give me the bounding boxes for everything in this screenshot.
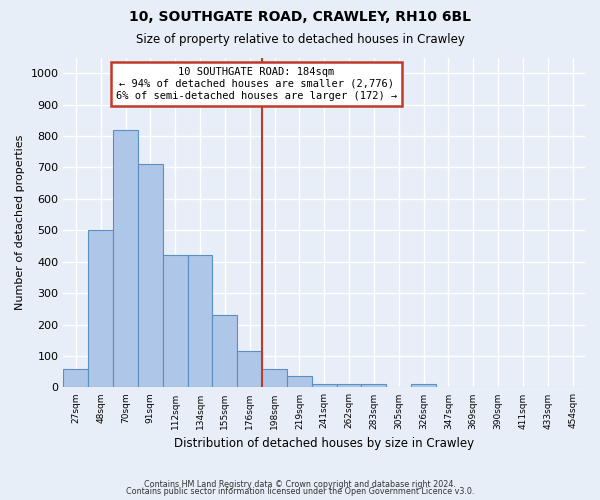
Bar bbox=[312, 384, 337, 388]
Bar bbox=[138, 164, 163, 388]
Bar bbox=[113, 130, 138, 388]
Y-axis label: Number of detached properties: Number of detached properties bbox=[15, 135, 25, 310]
Bar bbox=[411, 384, 436, 388]
Bar bbox=[188, 256, 212, 388]
Bar bbox=[88, 230, 113, 388]
Bar bbox=[287, 376, 312, 388]
X-axis label: Distribution of detached houses by size in Crawley: Distribution of detached houses by size … bbox=[174, 437, 474, 450]
Bar bbox=[64, 368, 88, 388]
Text: Contains HM Land Registry data © Crown copyright and database right 2024.: Contains HM Land Registry data © Crown c… bbox=[144, 480, 456, 489]
Bar bbox=[361, 384, 386, 388]
Text: Size of property relative to detached houses in Crawley: Size of property relative to detached ho… bbox=[136, 32, 464, 46]
Bar bbox=[212, 315, 237, 388]
Bar bbox=[163, 256, 188, 388]
Bar bbox=[337, 384, 361, 388]
Bar bbox=[262, 368, 287, 388]
Bar bbox=[237, 352, 262, 388]
Text: 10 SOUTHGATE ROAD: 184sqm
← 94% of detached houses are smaller (2,776)
6% of sem: 10 SOUTHGATE ROAD: 184sqm ← 94% of detac… bbox=[116, 68, 397, 100]
Text: Contains public sector information licensed under the Open Government Licence v3: Contains public sector information licen… bbox=[126, 488, 474, 496]
Text: 10, SOUTHGATE ROAD, CRAWLEY, RH10 6BL: 10, SOUTHGATE ROAD, CRAWLEY, RH10 6BL bbox=[129, 10, 471, 24]
